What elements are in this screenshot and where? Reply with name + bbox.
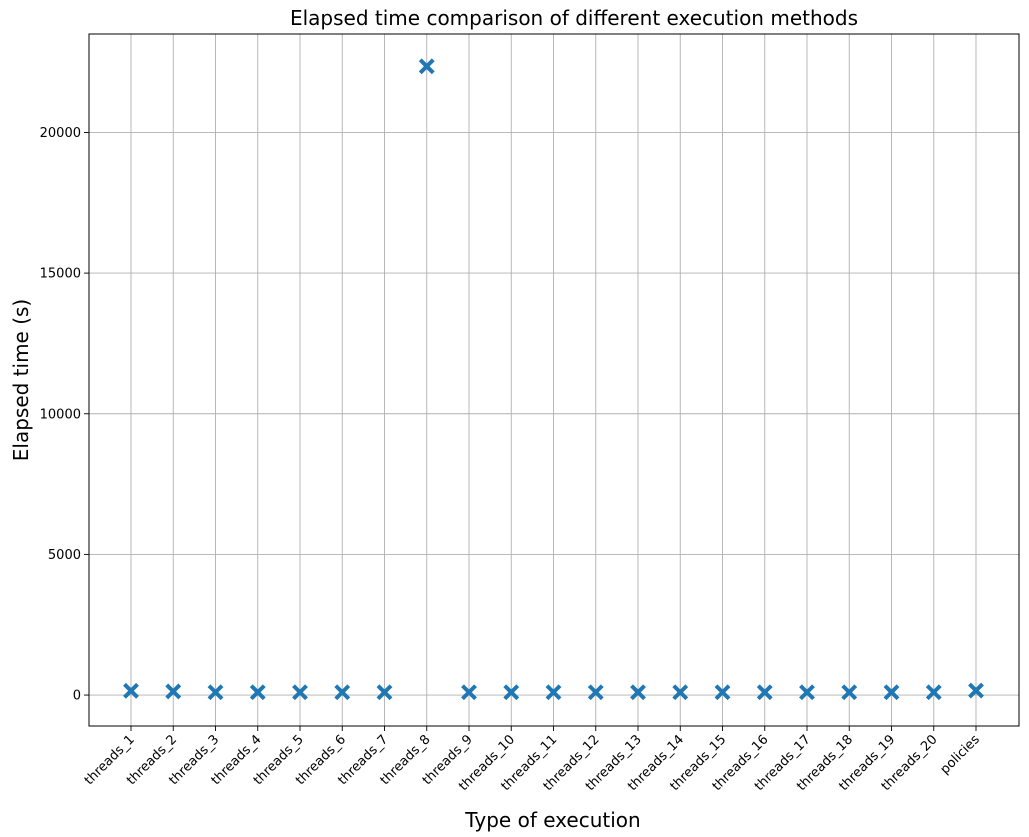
data-points xyxy=(123,58,984,701)
data-point xyxy=(292,684,308,701)
data-point xyxy=(249,684,266,701)
data-point xyxy=(334,684,351,701)
data-point xyxy=(714,684,731,701)
plot-frame xyxy=(88,33,1020,727)
data-point xyxy=(545,684,562,701)
data-point xyxy=(461,684,477,701)
y-axis-label: Elapsed time (s) xyxy=(9,299,33,462)
data-point xyxy=(376,684,393,701)
y-tick-label: 5000 xyxy=(48,548,81,563)
data-point xyxy=(968,682,984,699)
y-axis: 0 5000 10000 15000 20000 xyxy=(40,126,89,704)
x-tick-label: policies xyxy=(938,732,983,777)
data-point xyxy=(207,684,224,701)
y-tick-label: 10000 xyxy=(40,407,81,422)
data-point xyxy=(503,684,520,701)
y-tick-label: 0 xyxy=(73,689,81,704)
data-point xyxy=(841,684,858,701)
data-point xyxy=(123,682,139,699)
grid-lines xyxy=(89,34,1019,726)
data-point xyxy=(925,684,942,701)
x-axis: threads_1threads_2threads_3threads_4thre… xyxy=(82,726,983,794)
y-tick-label: 20000 xyxy=(40,126,81,141)
data-point xyxy=(587,684,604,701)
y-tick-label: 15000 xyxy=(40,267,81,282)
chart-title: Elapsed time comparison of different exe… xyxy=(290,6,858,30)
data-point xyxy=(799,684,815,701)
data-point xyxy=(672,684,689,701)
data-point xyxy=(883,684,900,701)
data-point xyxy=(418,58,435,75)
data-point xyxy=(756,684,773,701)
data-point xyxy=(630,684,646,701)
x-axis-label: Type of execution xyxy=(464,808,640,832)
data-point xyxy=(165,683,182,700)
